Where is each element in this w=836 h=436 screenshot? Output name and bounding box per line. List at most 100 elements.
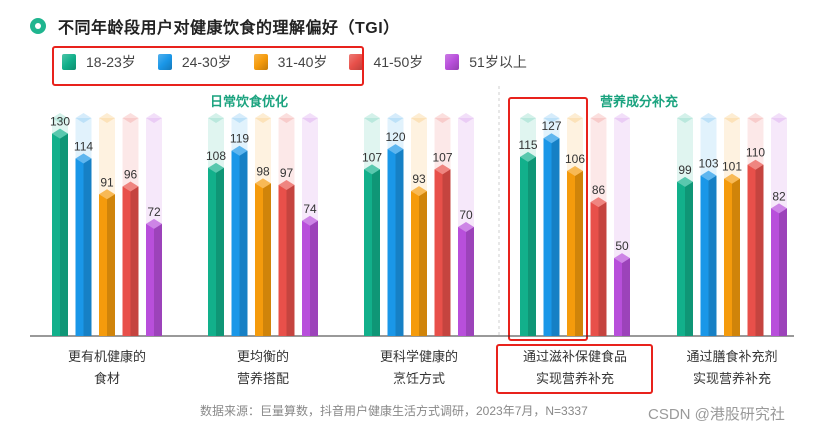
legend-swatch [62, 54, 76, 70]
bar-ghost-cap [278, 113, 295, 123]
footnote: 数据来源：巨量算数，抖音用户健康生活方式调研，2023年7月，N=3337 [200, 404, 588, 418]
bar-ghost-cap [677, 113, 693, 123]
bar [567, 170, 575, 336]
bar-side [395, 149, 404, 336]
legend-item: 51岁以上 [445, 52, 527, 72]
data-label: 106 [565, 152, 585, 166]
bar-cap [255, 178, 271, 189]
chart-legend: 18-23岁 24-30岁 31-40岁 41-50岁 51岁以上 [62, 52, 549, 72]
data-label: 97 [280, 166, 294, 180]
data-label: 72 [147, 205, 161, 219]
bar-side [60, 133, 68, 336]
bar-ghost-cap [771, 113, 787, 123]
bar-ghost-cap [302, 113, 318, 123]
bar-side [130, 186, 139, 336]
data-label: 74 [303, 202, 317, 216]
data-label: 127 [541, 119, 561, 133]
data-label: 110 [746, 146, 765, 160]
bar [278, 184, 287, 336]
bar-side [154, 223, 162, 336]
bar-side [622, 258, 630, 336]
bar-cap [677, 176, 693, 187]
data-label: 107 [432, 150, 452, 164]
bar-side [466, 227, 474, 336]
bar-ghost-cap [122, 113, 139, 123]
bar-side [732, 178, 740, 336]
data-label: 50 [615, 239, 629, 253]
target-icon [30, 18, 46, 34]
legend-label: 18-23岁 [86, 54, 136, 70]
chart-title-row: 不同年龄段用户对健康饮食的理解偏好（TGI） [30, 14, 400, 38]
bar [364, 169, 372, 336]
category-label: 更均衡的 营养搭配 [188, 346, 338, 390]
category-label-line: 烹饪方式 [392, 371, 445, 386]
bar [520, 156, 528, 336]
bar-cap [434, 164, 451, 175]
bar-ghost-cap [387, 113, 404, 123]
legend-label: 51岁以上 [469, 54, 527, 70]
bar-cap [231, 145, 248, 156]
bar-cap [458, 222, 474, 232]
bar-side [598, 202, 607, 336]
bar-cap [278, 179, 295, 190]
bar-side [83, 158, 92, 336]
bar-ghost-cap [99, 113, 115, 123]
bar-cap [387, 144, 404, 155]
bar-cap [99, 189, 115, 200]
bar [458, 227, 466, 336]
legend-swatch [253, 54, 268, 70]
data-label: 103 [698, 157, 718, 171]
bar-highlight-box [508, 97, 588, 341]
bar-cap [52, 128, 68, 139]
category-label: 更科学健康的 烹饪方式 [344, 346, 494, 390]
bar [590, 202, 599, 336]
bar [700, 175, 709, 336]
category-label-line: 更有机健康的 [67, 349, 146, 364]
category-label-line: 更均衡的 [236, 349, 289, 364]
bar-side [528, 156, 536, 336]
data-label: 108 [206, 149, 226, 163]
bar-ghost-cap [411, 113, 427, 123]
bar-ghost-cap [700, 113, 717, 123]
legend-item: 18-23岁 [62, 52, 136, 72]
bar [122, 186, 131, 336]
legend-swatch [349, 54, 364, 70]
bar-cap [520, 151, 536, 162]
category-label-line: 食材 [93, 371, 120, 386]
bar-side [779, 208, 787, 336]
data-label: 115 [518, 138, 537, 152]
bar-cap [543, 133, 560, 144]
bar-ghost-cap [231, 113, 248, 123]
data-label: 86 [592, 183, 606, 197]
data-label: 70 [459, 208, 473, 222]
bar-cap [614, 253, 630, 264]
bar [677, 181, 685, 336]
bar [434, 169, 443, 336]
bar-side [419, 191, 427, 336]
data-label: 107 [362, 150, 382, 164]
bar-ghost-cap [434, 113, 451, 123]
category-label-line: 营养搭配 [236, 371, 289, 386]
bar-ghost-cap [614, 113, 630, 123]
legend-swatch [157, 54, 172, 70]
bar [543, 138, 552, 336]
legend-item: 31-40岁 [253, 52, 327, 72]
bar-side [107, 194, 115, 336]
bar-cap [747, 159, 764, 170]
bar-ghost-cap [52, 113, 68, 123]
data-label: 99 [678, 163, 692, 177]
data-label: 130 [50, 115, 70, 129]
bar-cap [567, 165, 583, 176]
bar [208, 167, 216, 336]
data-label: 119 [230, 132, 249, 146]
data-label: 96 [124, 168, 138, 182]
group-label-daily-diet: 日常饮食优化 [210, 94, 289, 109]
category-label-line: 通过膳食补充剂 [686, 349, 778, 364]
bar-cap [724, 173, 740, 184]
bar-ghost-cap [590, 113, 607, 123]
bar [75, 158, 84, 336]
data-label: 93 [412, 172, 426, 186]
bar-ghost-cap [146, 113, 162, 123]
legend-swatch [445, 54, 460, 70]
data-label: 120 [385, 130, 405, 144]
